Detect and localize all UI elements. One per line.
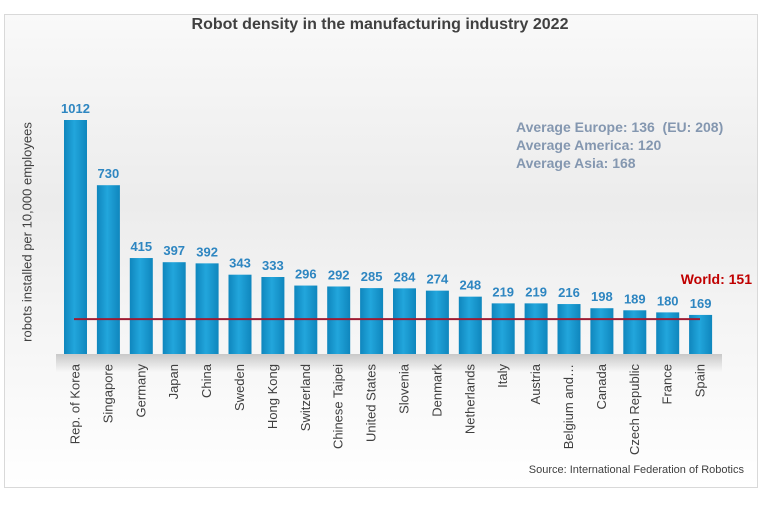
bar-value-label: 392 [196,244,218,259]
bar [360,288,384,354]
category-tick-label: Singapore [100,364,115,423]
category-tick-label: Canada [594,363,609,409]
bar-value-label: 730 [98,166,120,181]
bar-value-label: 1012 [61,101,90,116]
bar [162,262,186,354]
averages-annotation: Average Europe: 136 (EU: 208) Average Am… [516,118,723,172]
bar-value-label: 296 [295,267,317,282]
bar [425,290,449,354]
bars-layer [56,120,722,372]
category-tick-label: Spain [693,364,708,397]
bar-value-label: 285 [361,269,383,284]
bar-value-label: 180 [657,293,679,308]
bar-value-label: 216 [558,285,580,300]
bar-value-label: 284 [394,269,416,284]
bar [64,120,87,354]
world-average-label: World: 151 [680,271,752,287]
category-tick-label: Austria [528,363,543,404]
bar [689,314,713,354]
category-tick-label: Sweden [232,364,247,411]
source-note: Source: International Federation of Robo… [528,464,744,476]
bar-value-label: 397 [163,243,185,258]
bar-floor-shadow [56,354,722,372]
bar [228,274,252,354]
bar [129,258,153,354]
category-tick-label: Slovenia [397,363,412,414]
category-tick-label: Italy [495,364,510,388]
category-tick-label: Belgium and… [561,364,576,449]
bar-value-label: 343 [229,256,251,271]
category-tick-label: Germany [133,364,148,418]
category-tick-label: China [199,363,214,398]
category-tick-label: Hong Kong [265,364,280,429]
bar-value-label: 248 [459,278,481,293]
bar [327,286,351,354]
bar-value-label: 169 [690,296,712,311]
bar [524,303,548,354]
average-asia: Average Asia: 168 [516,155,636,171]
labels-layer: 1012 Rep. of Korea 730 Singapore 415 Germany 3… [61,101,711,455]
bar-value-label: 219 [525,284,547,299]
bar [491,303,515,354]
category-tick-label: Switzerland [298,364,313,431]
category-tick-label: France [660,364,675,404]
bar-value-label: 219 [492,284,514,299]
category-tick-label: Denmark [429,364,444,417]
category-tick-label: Japan [166,364,181,399]
bar-value-label: 198 [591,289,613,304]
bar [557,304,581,354]
category-tick-label: Rep. of Korea [68,363,83,444]
category-tick-label: United States [364,364,379,443]
bar [393,288,416,354]
chart-title: Robot density in the manufacturing indus… [191,16,569,33]
bar [458,296,482,354]
category-tick-label: Chinese Taipei [331,364,346,449]
bar [261,277,285,354]
bar [656,312,680,354]
average-america: Average America: 120 [516,137,662,153]
average-europe: Average Europe: 136 (EU: 208) [516,119,724,135]
bar [195,263,219,354]
bar-value-label: 274 [427,272,449,287]
bar [623,310,647,354]
bar [96,185,120,354]
bar-value-label: 189 [624,291,646,306]
category-tick-label: Czech Republic [627,364,642,456]
category-tick-label: Netherlands [462,364,477,435]
chart-frame [4,14,758,488]
bar-value-label: 292 [328,267,350,282]
bar-value-label: 415 [130,239,152,254]
bar [590,308,614,354]
bar-value-label: 333 [262,258,284,273]
